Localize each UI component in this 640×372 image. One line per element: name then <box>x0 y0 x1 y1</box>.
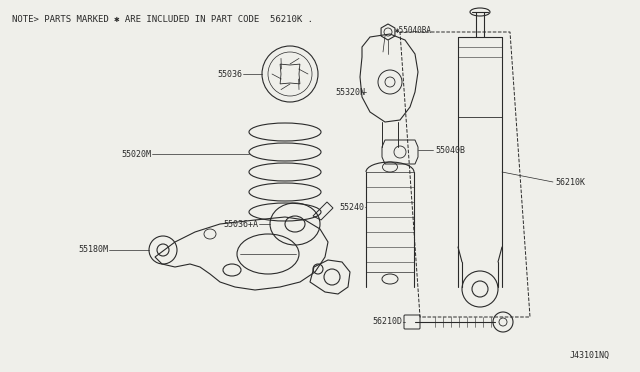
Text: 56210D: 56210D <box>372 317 402 327</box>
Text: 55040B: 55040B <box>435 145 465 154</box>
Text: NOTE> PARTS MARKED ✱ ARE INCLUDED IN PART CODE  56210K .: NOTE> PARTS MARKED ✱ ARE INCLUDED IN PAR… <box>12 15 313 24</box>
Text: 56210K: 56210K <box>555 177 585 186</box>
Text: 55036+A: 55036+A <box>223 219 258 228</box>
Text: 55020M: 55020M <box>121 150 151 158</box>
Text: ✱55040BA: ✱55040BA <box>395 26 432 35</box>
Text: 55240: 55240 <box>339 202 364 212</box>
Text: 55320N: 55320N <box>335 87 365 96</box>
Text: 55180M: 55180M <box>78 246 108 254</box>
Text: 55036: 55036 <box>217 70 242 78</box>
Text: J43101NQ: J43101NQ <box>570 351 610 360</box>
